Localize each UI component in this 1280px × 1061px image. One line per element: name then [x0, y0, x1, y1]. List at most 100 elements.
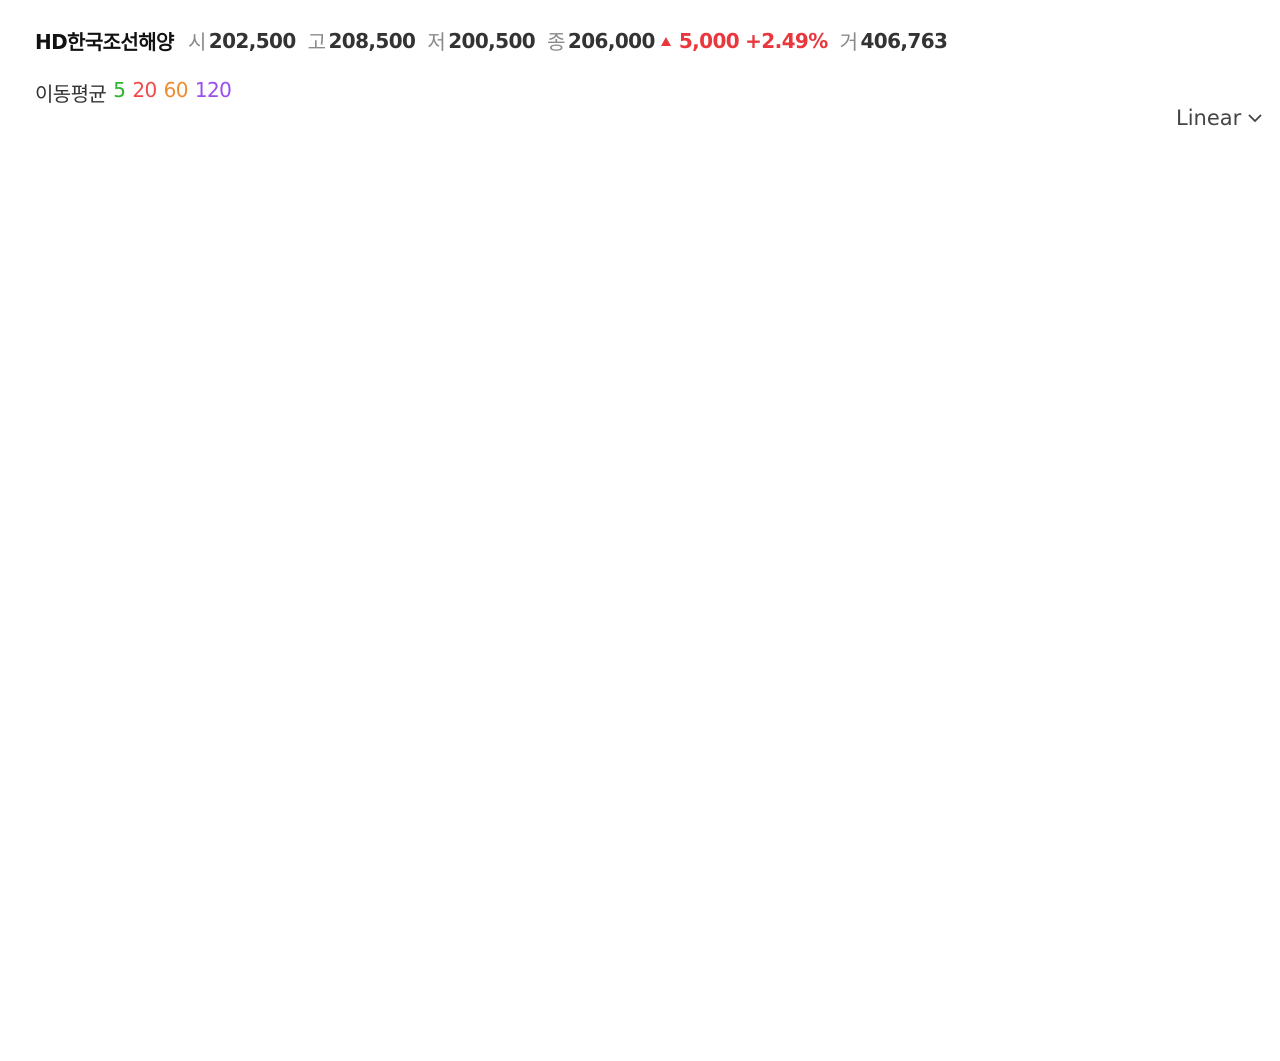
- x-tick-label: 6월: [188, 1010, 219, 1034]
- candle-body: [1016, 249, 1035, 266]
- candle-body: [751, 617, 770, 637]
- candle-body: [327, 748, 346, 767]
- field-value: 406,763: [860, 28, 948, 53]
- volume-column-bg: [405, 830, 427, 998]
- volume-bar: [855, 888, 877, 998]
- volume-bar: [617, 954, 639, 998]
- min-marker: [384, 795, 395, 805]
- max-marker: [1073, 162, 1084, 172]
- volume-bar: [643, 944, 665, 998]
- volume-column-bg: [696, 830, 718, 998]
- scale-menu[interactable]: Linear: [1176, 106, 1263, 130]
- volume-bar: [802, 943, 824, 998]
- volume-bar: [1067, 923, 1089, 998]
- volume-bar: [749, 939, 771, 998]
- ma-legend: 이동평균 5 20 60 120: [35, 78, 232, 107]
- volume-column-bg: [961, 830, 983, 998]
- candle-body: [62, 695, 81, 743]
- volume-bar: [431, 922, 453, 998]
- candle-body: [115, 714, 134, 719]
- volume-column-bg: [882, 830, 904, 998]
- volume-bar: [882, 886, 904, 998]
- volume-column-bg: [670, 830, 692, 998]
- volume-title: 거래량 406,763: [33, 841, 180, 865]
- volume-column-bg: [352, 830, 374, 998]
- legend-entry: 5: [113, 78, 126, 102]
- volume-column-bg: [1067, 830, 1089, 998]
- volume-column-bg: [511, 830, 533, 998]
- volume-bar: [246, 940, 268, 998]
- volume-bar: [458, 940, 480, 998]
- volume-bar: [961, 927, 983, 998]
- candle-body: [804, 570, 823, 580]
- scale-label[interactable]: Linear: [1176, 106, 1242, 130]
- candle-body: [830, 487, 849, 579]
- volume-bar: [988, 927, 1010, 998]
- volume-column-bg: [564, 830, 586, 998]
- volume-bar: [696, 968, 718, 998]
- volume-column-bg: [590, 830, 612, 998]
- volume-title-label: 거래량: [33, 841, 87, 865]
- candle-body: [380, 743, 399, 771]
- candle-body: [539, 603, 558, 618]
- volume-column-bg: [7, 830, 29, 998]
- volume-bar: [219, 955, 241, 998]
- volume-bar: [564, 940, 586, 998]
- x-tick-label: 6월: [824, 1010, 855, 1034]
- volume-column-bg: [87, 830, 109, 998]
- volume-bar: [113, 959, 135, 998]
- candle-body: [963, 340, 982, 410]
- candle-body: [406, 739, 425, 745]
- volume-column-bg: [325, 830, 347, 998]
- last-price-tag: [1132, 317, 1280, 352]
- volume-column-bg: [723, 830, 745, 998]
- y-tick-label: 67,629: [1155, 772, 1227, 796]
- volume-bar: [60, 926, 82, 998]
- volume-column-bg: [908, 830, 930, 998]
- volume-bar: [1041, 915, 1063, 998]
- candle-body: [936, 402, 955, 409]
- volume-bar: [7, 942, 29, 998]
- volume-column-bg: [219, 830, 241, 998]
- volume-title-value: 406,763: [93, 841, 181, 865]
- candle-body: [989, 263, 1008, 330]
- ma-line: [17, 609, 1106, 671]
- volume-bar: [829, 932, 851, 998]
- volume-column-bg: [1014, 830, 1036, 998]
- volume-tick-label: 7.35m: [1155, 903, 1219, 927]
- candle-body: [353, 745, 372, 773]
- last-price-label: 206,000: [1155, 324, 1242, 348]
- min-value: 68,100 (202.50%): [434, 791, 591, 811]
- candle-body: [1096, 334, 1114, 347]
- volume-bar: [166, 962, 188, 998]
- volume-column-bg: [193, 830, 215, 998]
- volume-bar: [484, 942, 506, 998]
- volume-bar: [776, 932, 798, 998]
- chevron: [1248, 114, 1262, 123]
- candle-body: [168, 706, 187, 712]
- volume-column-bg: [140, 830, 162, 998]
- stock-name: HD한국조선해양: [35, 30, 175, 54]
- volume-bar: [193, 955, 215, 998]
- ma-line: [17, 301, 1105, 760]
- field-value: 206,000: [567, 28, 656, 53]
- volume-column-bg: [60, 830, 82, 998]
- max-label: 최고 253,500 (-18.74%): [872, 156, 1071, 176]
- volume-column-bg: [166, 830, 188, 998]
- volume-bar: [272, 947, 294, 998]
- x-tick-label: 2022: [46, 1010, 97, 1034]
- volume-bar: [378, 951, 400, 998]
- field-value: 200,500: [448, 28, 536, 53]
- volume-column-bg: [829, 830, 851, 998]
- volume-bar: [405, 943, 427, 998]
- candle-body: [9, 664, 27, 719]
- field-label: 저: [427, 30, 446, 54]
- volume-bar: [352, 967, 374, 998]
- volume-column-bg: [1094, 830, 1116, 998]
- volume-tick-label: 9.80m: [1155, 875, 1219, 899]
- field-label: 고: [307, 30, 326, 54]
- volume-column-bg: [988, 830, 1010, 998]
- volume-bar: [87, 926, 109, 998]
- volume-column-bg: [537, 830, 559, 998]
- y-tick-label: 157,801: [1155, 480, 1240, 504]
